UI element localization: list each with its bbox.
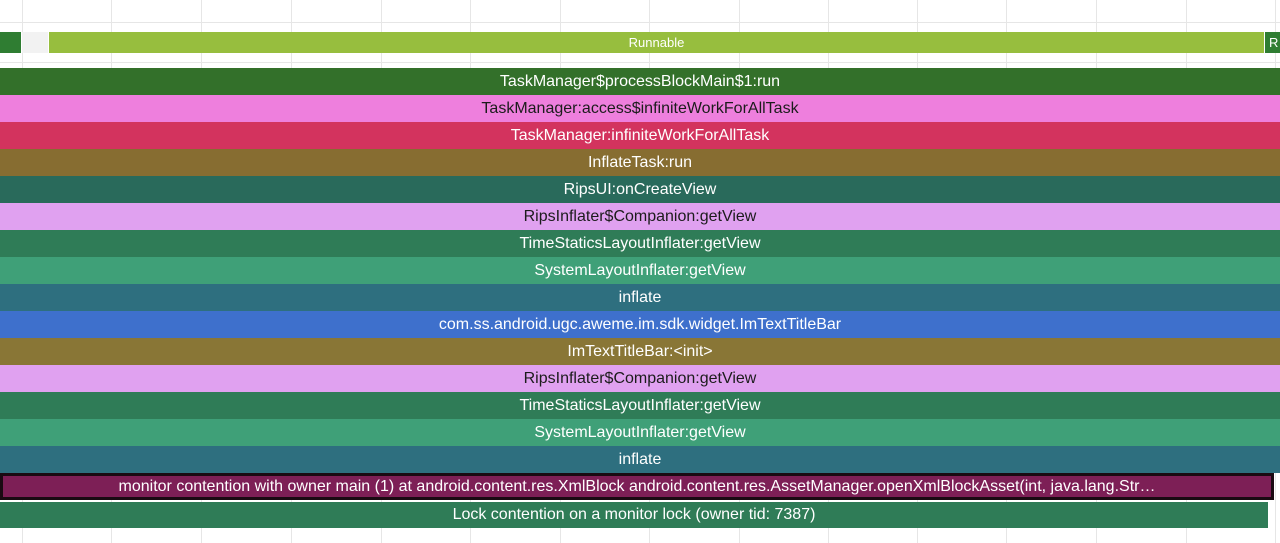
slice-monitor-contention-selected[interactable]: monitor contention with owner main (1) a… — [0, 473, 1274, 500]
slice-ripsui-oncreateview[interactable]: RipsUI:onCreateView — [0, 176, 1280, 203]
slice-inflatetask-run[interactable]: InflateTask:run — [0, 149, 1280, 176]
slice-imtexttitlebar-init[interactable]: ImTextTitleBar:<init> — [0, 338, 1280, 365]
slice-ripsinflater-getview[interactable]: RipsInflater$Companion:getView — [0, 203, 1280, 230]
slice-infinitework[interactable]: TaskManager:infiniteWorkForAllTask — [0, 122, 1280, 149]
track-separator — [0, 62, 1280, 63]
state-runnable-label: Runnable — [628, 35, 685, 50]
slice-timestatics-getview[interactable]: TimeStaticsLayoutInflater:getView — [0, 392, 1280, 419]
slice-timestatics-getview[interactable]: TimeStaticsLayoutInflater:getView — [0, 230, 1280, 257]
slice-access-infinitework[interactable]: TaskManager:access$infiniteWorkForAllTas… — [0, 95, 1280, 122]
slice-ripsinflater-getview[interactable]: RipsInflater$Companion:getView — [0, 365, 1280, 392]
state-cut-label: R — [1269, 35, 1279, 50]
state-runnable-segment[interactable]: Runnable — [49, 32, 1264, 53]
state-gap-segment — [22, 32, 48, 53]
slice-systemlayout-getview[interactable]: SystemLayoutInflater:getView — [0, 257, 1280, 284]
slice-imtexttitlebar-class[interactable]: com.ss.android.ugc.aweme.im.sdk.widget.I… — [0, 311, 1280, 338]
state-running-segment[interactable]: R — [1265, 32, 1280, 53]
slice-lock-contention[interactable]: Lock contention on a monitor lock (owner… — [0, 502, 1268, 528]
slice-processblockmain-run[interactable]: TaskManager$processBlockMain$1:run — [0, 68, 1280, 95]
thread-state-track: Runnable R — [0, 32, 1280, 53]
state-running-segment[interactable] — [0, 32, 21, 53]
slice-inflate[interactable]: inflate — [0, 446, 1280, 473]
slice-inflate[interactable]: inflate — [0, 284, 1280, 311]
track-separator — [0, 22, 1280, 23]
slice-systemlayout-getview[interactable]: SystemLayoutInflater:getView — [0, 419, 1280, 446]
